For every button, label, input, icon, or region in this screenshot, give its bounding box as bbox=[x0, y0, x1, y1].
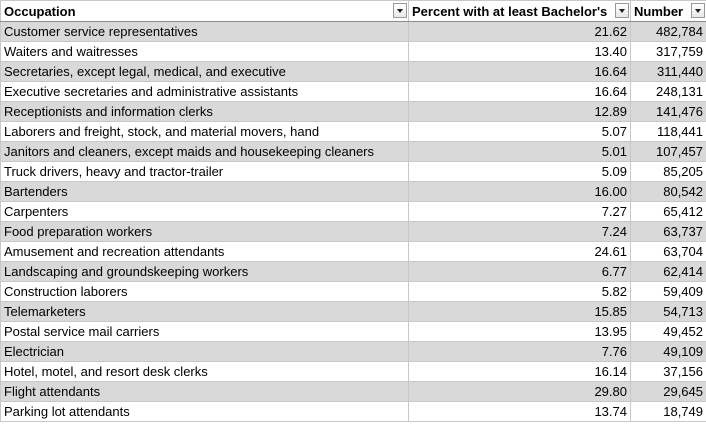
occupation-cell: Postal service mail carriers bbox=[0, 321, 409, 342]
number-cell: 107,457 bbox=[630, 141, 706, 162]
number-cell: 85,205 bbox=[630, 161, 706, 182]
number-cell: 37,156 bbox=[630, 361, 706, 382]
table-row: Amusement and recreation attendants 24.61… bbox=[0, 241, 706, 262]
number-cell: 13.40 bbox=[408, 41, 631, 62]
number-cell: 311,440 bbox=[630, 61, 706, 82]
number-cell: 7.76 bbox=[408, 341, 631, 362]
table-row: Flight attendants 29.80 29,645 bbox=[0, 381, 706, 402]
occupation-cell: Flight attendants bbox=[0, 381, 409, 402]
number-cell: 5.07 bbox=[408, 121, 631, 142]
table-row: Parking lot attendants 13.74 18,749 bbox=[0, 401, 706, 422]
number-cell: 7.24 bbox=[408, 221, 631, 242]
number-cell: 65,412 bbox=[630, 201, 706, 222]
number-cell: 118,441 bbox=[630, 121, 706, 142]
occupation-cell: Parking lot attendants bbox=[0, 401, 409, 422]
occupation-cell: Food preparation workers bbox=[0, 221, 409, 242]
table-row: Postal service mail carriers 13.95 49,452 bbox=[0, 321, 706, 342]
table-row: Receptionists and information clerks 12.8… bbox=[0, 101, 706, 122]
table-row: Secretaries, except legal, medical, and … bbox=[0, 61, 706, 82]
number-cell: 6.77 bbox=[408, 261, 631, 282]
header-cell: Occupation bbox=[0, 0, 409, 22]
occupation-cell: Customer service representatives bbox=[0, 21, 409, 42]
occupation-cell: Executive secretaries and administrative… bbox=[0, 81, 409, 102]
number-cell: 49,452 bbox=[630, 321, 706, 342]
number-cell: 141,476 bbox=[630, 101, 706, 122]
number-cell: 29.80 bbox=[408, 381, 631, 402]
table-row: Landscaping and groundskeeping workers 6.… bbox=[0, 261, 706, 282]
table-row: Telemarketers 15.85 54,713 bbox=[0, 301, 706, 322]
number-cell: 29,645 bbox=[630, 381, 706, 402]
occupation-cell: Amusement and recreation attendants bbox=[0, 241, 409, 262]
table-row: Laborers and freight, stock, and materia… bbox=[0, 121, 706, 142]
table-row: Bartenders 16.00 80,542 bbox=[0, 181, 706, 202]
number-cell: 18,749 bbox=[630, 401, 706, 422]
number-cell: 16.00 bbox=[408, 181, 631, 202]
occupation-cell: Carpenters bbox=[0, 201, 409, 222]
number-cell: 13.74 bbox=[408, 401, 631, 422]
table-body: Customer service representatives 21.62 482… bbox=[0, 21, 706, 422]
occupation-cell: Construction laborers bbox=[0, 281, 409, 302]
header-text: Number bbox=[634, 3, 684, 19]
header-cell: Number bbox=[630, 0, 706, 22]
table-row: Electrician 7.76 49,109 bbox=[0, 341, 706, 362]
number-cell: 5.82 bbox=[408, 281, 631, 302]
header-text: Percent with at least Bachelor's bbox=[412, 3, 608, 19]
number-cell: 63,704 bbox=[630, 241, 706, 262]
number-cell: 63,737 bbox=[630, 221, 706, 242]
filter-button[interactable] bbox=[393, 3, 407, 18]
occupation-cell: Waiters and waitresses bbox=[0, 41, 409, 62]
occupation-cell: Electrician bbox=[0, 341, 409, 362]
occupation-cell: Truck drivers, heavy and tractor-trailer bbox=[0, 161, 409, 182]
header-text: Occupation bbox=[4, 3, 76, 19]
occupation-cell: Hotel, motel, and resort desk clerks bbox=[0, 361, 409, 382]
filter-button[interactable] bbox=[615, 3, 629, 18]
number-cell: 80,542 bbox=[630, 181, 706, 202]
number-cell: 24.61 bbox=[408, 241, 631, 262]
number-cell: 49,109 bbox=[630, 341, 706, 362]
table-row: Executive secretaries and administrative… bbox=[0, 81, 706, 102]
table-row: Waiters and waitresses 13.40 317,759 bbox=[0, 41, 706, 62]
number-cell: 317,759 bbox=[630, 41, 706, 62]
table-row: Hotel, motel, and resort desk clerks 16.1… bbox=[0, 361, 706, 382]
table-row: Customer service representatives 21.62 482… bbox=[0, 21, 706, 42]
header-row: Occupation Percent with at least Bachelo… bbox=[0, 0, 706, 22]
number-cell: 21.62 bbox=[408, 21, 631, 42]
table-row: Janitors and cleaners, except maids and … bbox=[0, 141, 706, 162]
occupation-cell: Secretaries, except legal, medical, and … bbox=[0, 61, 409, 82]
number-cell: 16.64 bbox=[408, 61, 631, 82]
number-cell: 15.85 bbox=[408, 301, 631, 322]
table-row: Truck drivers, heavy and tractor-trailer… bbox=[0, 161, 706, 182]
number-cell: 12.89 bbox=[408, 101, 631, 122]
occupation-cell: Laborers and freight, stock, and materia… bbox=[0, 121, 409, 142]
header-cell: Percent with at least Bachelor's bbox=[408, 0, 631, 22]
occupation-cell: Bartenders bbox=[0, 181, 409, 202]
number-cell: 5.01 bbox=[408, 141, 631, 162]
number-cell: 62,414 bbox=[630, 261, 706, 282]
number-cell: 59,409 bbox=[630, 281, 706, 302]
number-cell: 7.27 bbox=[408, 201, 631, 222]
number-cell: 248,131 bbox=[630, 81, 706, 102]
number-cell: 54,713 bbox=[630, 301, 706, 322]
table-row: Food preparation workers 7.24 63,737 bbox=[0, 221, 706, 242]
occupation-cell: Telemarketers bbox=[0, 301, 409, 322]
filter-button[interactable] bbox=[691, 3, 705, 18]
occupation-cell: Landscaping and groundskeeping workers bbox=[0, 261, 409, 282]
occupation-cell: Janitors and cleaners, except maids and … bbox=[0, 141, 409, 162]
number-cell: 482,784 bbox=[630, 21, 706, 42]
number-cell: 16.64 bbox=[408, 81, 631, 102]
number-cell: 13.95 bbox=[408, 321, 631, 342]
occupation-cell: Receptionists and information clerks bbox=[0, 101, 409, 122]
table-row: Carpenters 7.27 65,412 bbox=[0, 201, 706, 222]
number-cell: 16.14 bbox=[408, 361, 631, 382]
table-row: Construction laborers 5.82 59,409 bbox=[0, 281, 706, 302]
number-cell: 5.09 bbox=[408, 161, 631, 182]
